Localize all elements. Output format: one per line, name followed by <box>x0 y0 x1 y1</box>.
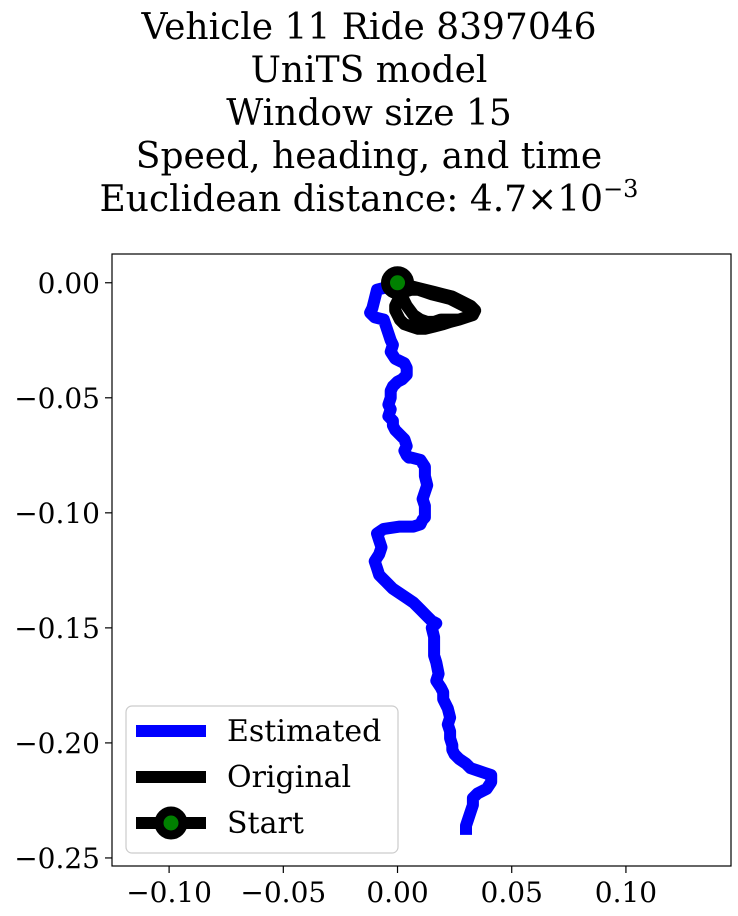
y-axis: 0.00 −0.05 −0.10 −0.15 −0.20 −0.25 <box>14 267 112 875</box>
x-tick-label: −0.05 <box>240 876 326 909</box>
title-line-2: UniTS model <box>250 50 488 91</box>
title-line-1: Vehicle 11 Ride 8397046 <box>141 7 597 48</box>
title-line-5: Euclidean distance: 4.7×10−3 <box>0 175 738 221</box>
title-line-3: Window size 15 <box>226 93 512 134</box>
y-tick-label: 0.00 <box>38 267 100 300</box>
distance-exponent: −3 <box>603 175 639 203</box>
legend-start-marker <box>154 806 188 840</box>
x-axis: −0.10 −0.05 0.00 0.05 0.10 <box>126 866 657 909</box>
legend-start-label: Start <box>227 806 304 841</box>
legend: Estimated Original Start <box>125 705 399 854</box>
chart-title: Vehicle 11 Ride 8397046 UniTS model Wind… <box>0 6 738 221</box>
estimated-trajectory-line <box>364 281 498 835</box>
series-layer <box>364 266 498 835</box>
x-tick-label: 0.10 <box>595 876 657 909</box>
x-tick-label: 0.05 <box>481 876 543 909</box>
y-tick-label: −0.10 <box>14 497 100 530</box>
y-tick-label: −0.15 <box>14 612 100 645</box>
plot-frame <box>111 253 732 867</box>
x-tick-label: 0.00 <box>366 876 428 909</box>
distance-label: Euclidean distance: 4.7 <box>99 179 528 220</box>
x-tick-label: −0.10 <box>126 876 212 909</box>
legend-frame <box>125 705 399 854</box>
legend-original-label: Original <box>227 760 351 795</box>
y-tick-label: −0.25 <box>14 842 100 875</box>
y-tick-label: −0.05 <box>14 382 100 415</box>
original-trajectory-line <box>389 276 482 335</box>
y-tick-label: −0.20 <box>14 727 100 760</box>
distance-multiplier: ×10 <box>527 179 604 220</box>
title-line-4: Speed, heading, and time <box>135 136 603 177</box>
legend-estimated-label: Estimated <box>227 714 381 749</box>
start-marker <box>381 266 415 300</box>
